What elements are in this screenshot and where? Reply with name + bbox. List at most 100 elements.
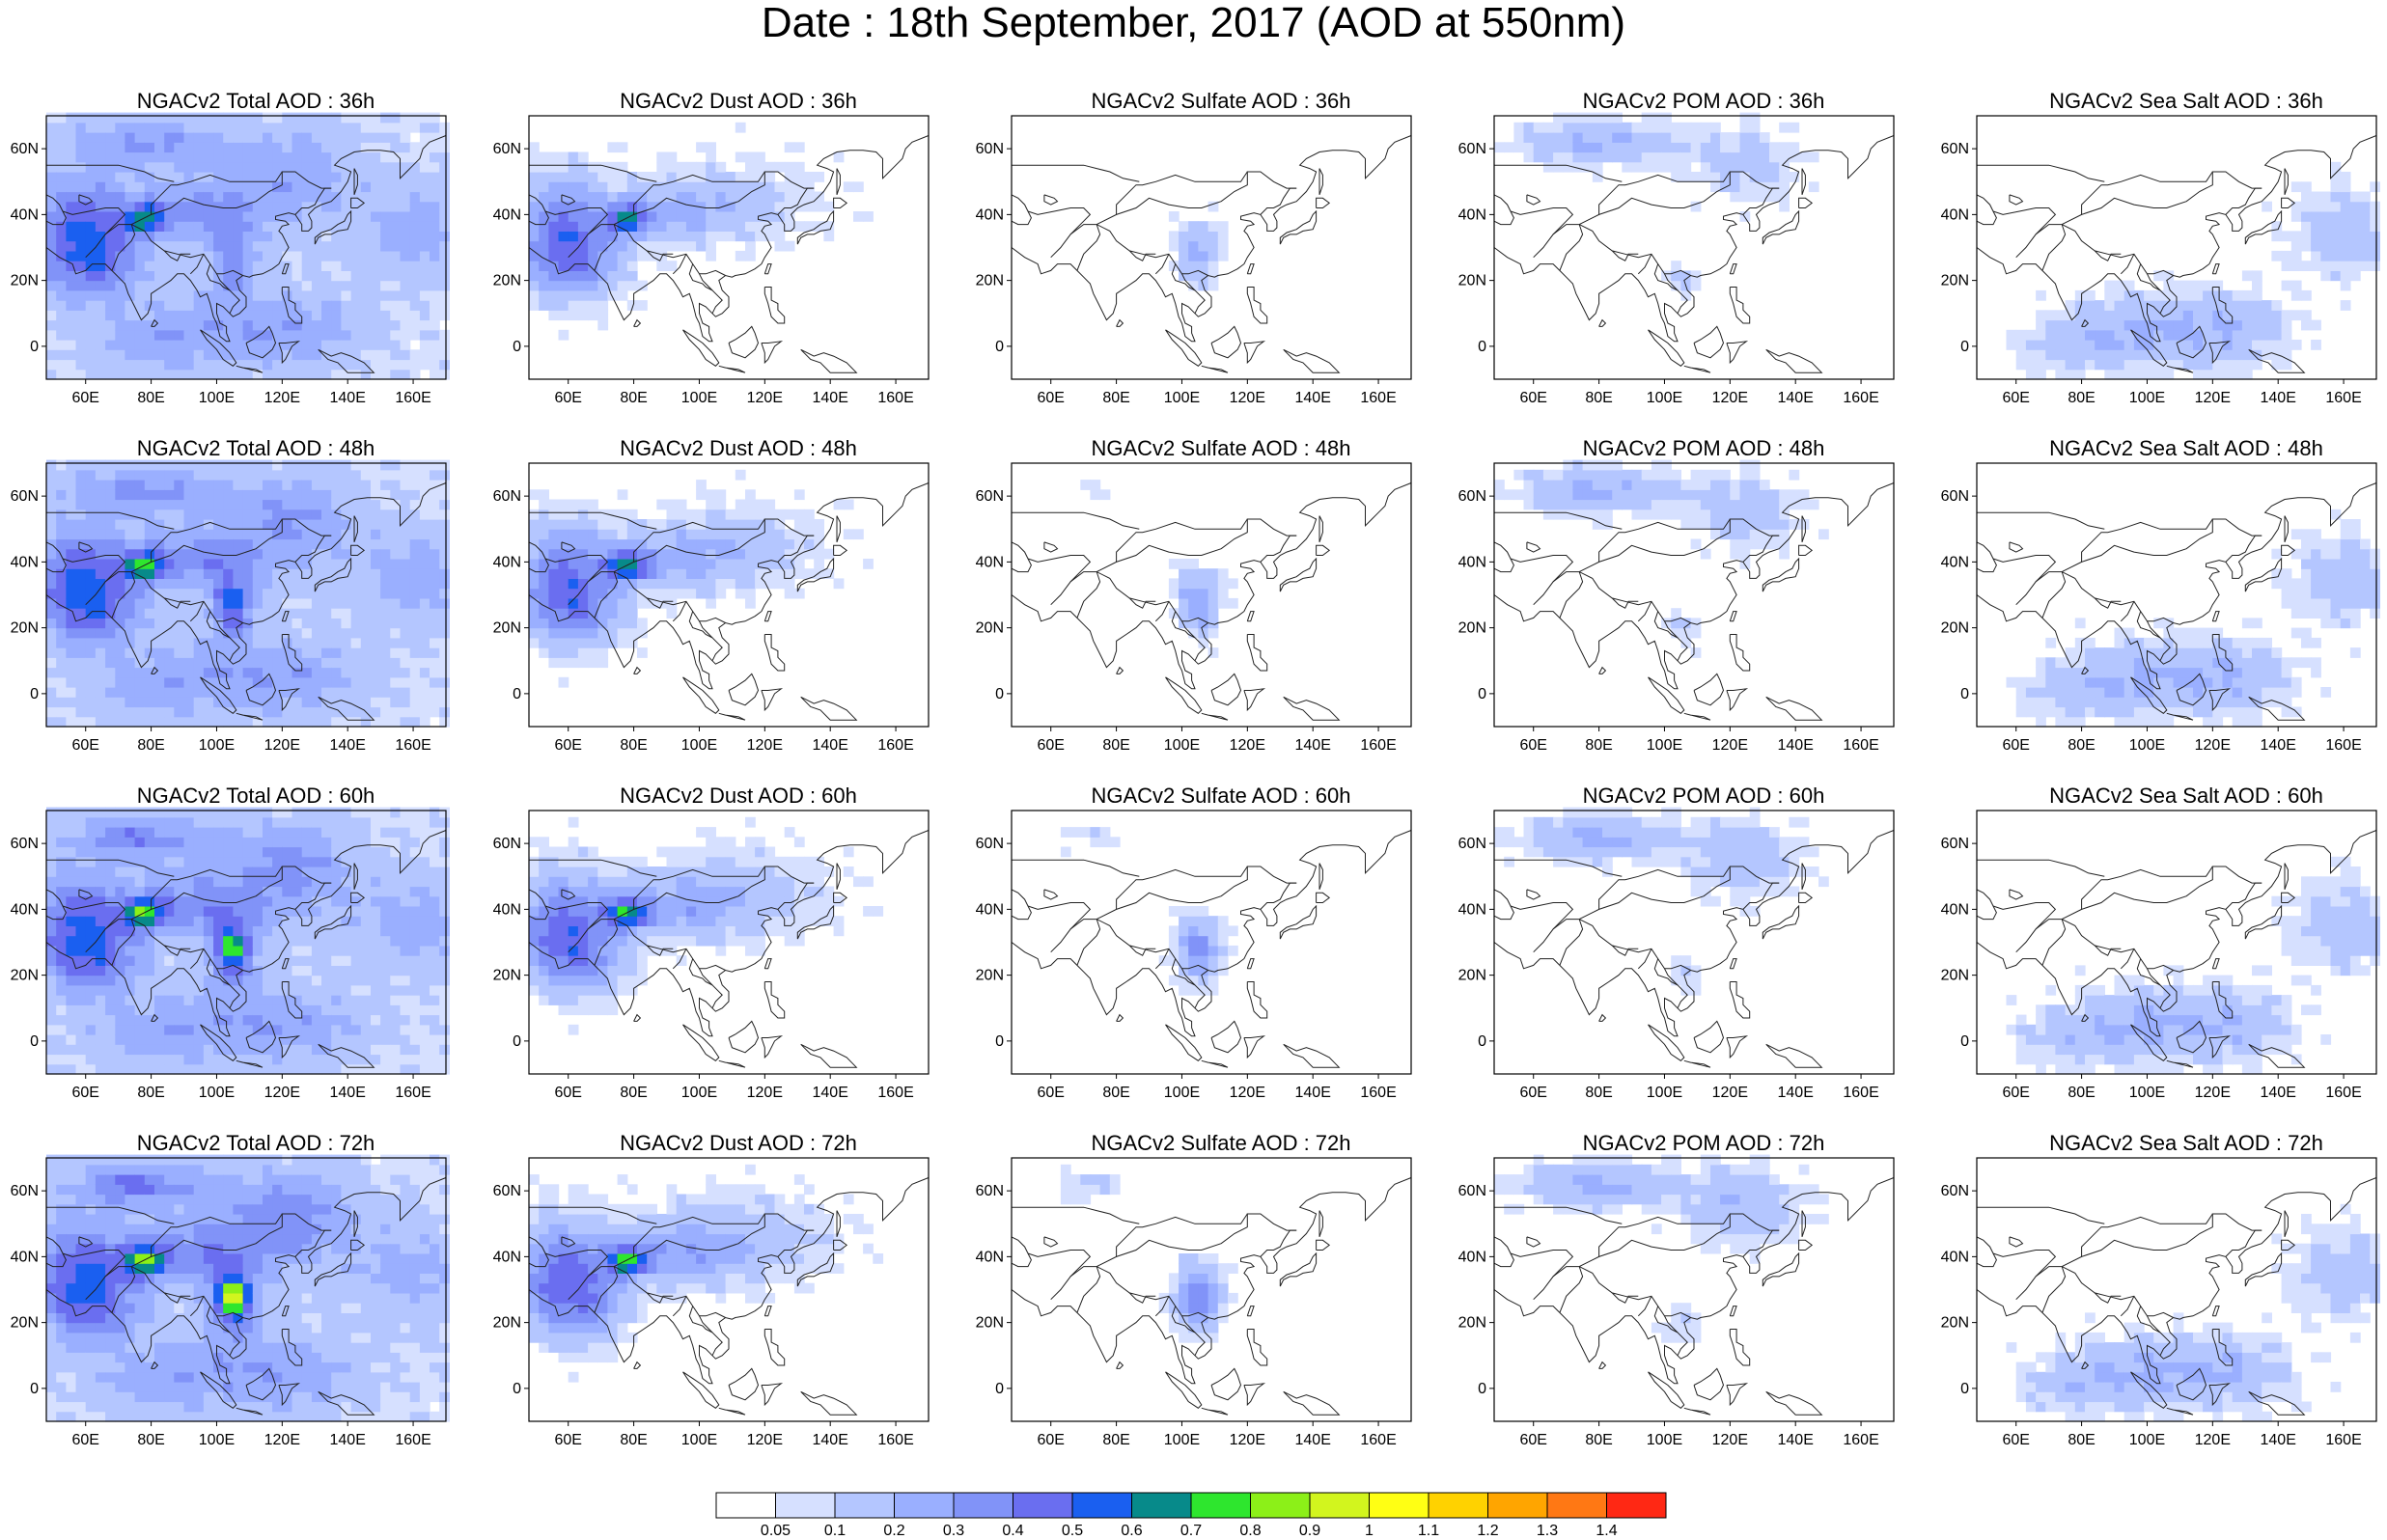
y-tick-label: 60N — [1941, 141, 1969, 157]
y-tick-label: 20N — [11, 968, 39, 984]
aod-map: 60E 80E 100E 120E 140E 160E 60N 40N 20N 0 — [976, 1157, 1412, 1448]
panel-title: NGACv2 Total AOD : 48h — [136, 436, 375, 460]
panel-title: NGACv2 Sulfate AOD : 36h — [1091, 89, 1351, 113]
colorbar-label: 0.3 — [943, 1523, 964, 1537]
y-tick-label: 0 — [1478, 339, 1486, 355]
x-tick-label: 120E — [1712, 1432, 1748, 1448]
map-frame — [528, 810, 930, 1075]
coastline — [1976, 482, 2377, 721]
panel-title: NGACv2 Sulfate AOD : 60h — [1091, 784, 1351, 808]
y-tick-label: 60N — [11, 488, 39, 505]
aod-map: 60E 80E 100E 120E 140E 160E 60N 40N 20N 0 — [493, 115, 930, 406]
x-tick-label: 80E — [620, 390, 647, 406]
colorbar-swatch — [894, 1492, 955, 1519]
y-tick-label: 20N — [493, 273, 521, 289]
coastline — [528, 482, 930, 721]
x-tick-label: 160E — [395, 390, 430, 406]
x-tick-label: 80E — [1585, 1085, 1612, 1101]
y-tick-label: 40N — [1941, 206, 1969, 223]
map-panel: NGACv2 Sea Salt AOD : 60h 60E 80E 100E 120E 1… — [1941, 784, 2387, 1102]
panel-title: NGACv2 Dust AOD : 36h — [620, 89, 857, 113]
y-tick-label: 40N — [493, 901, 521, 918]
y-tick-label: 0 — [1478, 686, 1486, 702]
colorbar-swatch — [1071, 1492, 1132, 1519]
x-tick-label: 60E — [1037, 737, 1064, 754]
colorbar-label: 0.1 — [824, 1523, 846, 1537]
map-frame — [1011, 810, 1412, 1075]
y-tick-label: 40N — [976, 901, 1004, 918]
colorbar-label: 0.9 — [1299, 1523, 1320, 1537]
map-panel: NGACv2 POM AOD : 72h 60E 80E 100E 120E 140E 16… — [1458, 1131, 1977, 1449]
aod-field — [46, 1154, 450, 1422]
y-tick-label: 20N — [493, 620, 521, 637]
x-tick-label: 160E — [395, 1085, 430, 1101]
aod-field — [2006, 856, 2380, 1075]
x-tick-label: 80E — [1585, 1432, 1612, 1448]
y-tick-label: 0 — [1478, 1381, 1486, 1397]
x-tick-label: 160E — [2325, 1085, 2361, 1101]
x-tick-label: 160E — [1360, 390, 1396, 406]
coastline — [1976, 830, 2377, 1068]
page-title: Date : 18th September, 2017 (AOD at 550n… — [761, 0, 1626, 46]
aod-field — [1168, 201, 1229, 291]
x-tick-label: 60E — [1519, 390, 1546, 406]
x-tick-label: 60E — [554, 1085, 581, 1101]
y-tick-label: 0 — [513, 686, 521, 702]
map-panel: NGACv2 POM AOD : 48h 60E 80E 100E 120E 140E 16… — [1458, 436, 1977, 755]
aod-map: 60E 80E 100E 120E 140E 160E 60N 40N 20N 0 — [11, 1154, 450, 1448]
aod-field — [1494, 459, 1829, 658]
x-tick-label: 160E — [1360, 1085, 1396, 1101]
x-tick-label: 160E — [395, 1432, 430, 1448]
y-tick-label: 20N — [1458, 273, 1486, 289]
aod-map: 60E 80E 100E 120E 140E 160E 60N 40N 20N 0 — [11, 112, 450, 406]
x-tick-label: 60E — [2002, 737, 2029, 754]
colorbar-label: 0.05 — [761, 1523, 791, 1537]
aod-field — [1080, 480, 1238, 658]
x-tick-label: 160E — [1843, 1432, 1878, 1448]
x-tick-label: 120E — [1230, 390, 1265, 406]
x-tick-label: 120E — [1712, 737, 1748, 754]
aod-map: 60E 80E 100E 120E 140E 160E 60N 40N 20N 0 — [1941, 810, 2380, 1101]
x-tick-label: 60E — [1037, 390, 1064, 406]
x-tick-label: 60E — [554, 1432, 581, 1448]
aod-map: 60E 80E 100E 120E 140E 160E 60N 40N 20N 0 — [1458, 1154, 1895, 1448]
colorbar-swatch — [1428, 1492, 1488, 1519]
x-tick-label: 80E — [1102, 1085, 1129, 1101]
coastline — [45, 482, 447, 721]
x-tick-label: 80E — [137, 1085, 164, 1101]
aod-field — [46, 807, 450, 1075]
x-tick-label: 120E — [264, 737, 300, 754]
aod-map: 60E 80E 100E 120E 140E 160E 60N 40N 20N 0 — [1941, 462, 2380, 754]
aod-field — [1494, 807, 1829, 996]
x-tick-label: 100E — [1647, 1085, 1682, 1101]
map-panel: NGACv2 Sea Salt AOD : 48h 60E 80E 100E 120E 1… — [1941, 436, 2387, 755]
x-tick-label: 60E — [1519, 1432, 1546, 1448]
aod-map: 60E 80E 100E 120E 140E 160E 60N 40N 20N 0 — [976, 115, 1412, 406]
x-tick-label: 60E — [1037, 1432, 1064, 1448]
map-frame — [1976, 810, 2377, 1075]
x-tick-label: 140E — [2261, 737, 2296, 754]
y-tick-label: 20N — [1458, 620, 1486, 637]
colorbar-swatch — [1131, 1492, 1192, 1519]
x-tick-label: 140E — [1295, 390, 1331, 406]
y-tick-label: 60N — [493, 488, 521, 505]
colorbar-label: 1 — [1365, 1523, 1374, 1537]
map-frame — [1493, 115, 1895, 380]
coastline — [1493, 482, 1895, 721]
coastline — [1011, 482, 1412, 721]
x-tick-label: 140E — [1778, 1085, 1814, 1101]
y-tick-label: 0 — [513, 339, 521, 355]
panel-title: NGACv2 Sea Salt AOD : 60h — [2049, 784, 2323, 808]
coastline — [1976, 1177, 2377, 1416]
aod-map: 60E 80E 100E 120E 140E 160E 60N 40N 20N 0 — [976, 810, 1412, 1101]
map-panel: NGACv2 Dust AOD : 72h 60E 80E 100E 120E 140E 1… — [493, 1131, 1012, 1449]
y-tick-label: 40N — [11, 554, 39, 570]
aod-field — [529, 816, 884, 1035]
x-tick-label: 80E — [620, 737, 647, 754]
x-tick-label: 60E — [71, 737, 98, 754]
colorbar-label: 0.6 — [1121, 1523, 1142, 1537]
colorbar-swatch — [1546, 1492, 1607, 1519]
map-panel: NGACv2 Sea Salt AOD : 72h 60E 80E 100E 120E 1… — [1941, 1131, 2387, 1449]
x-tick-label: 60E — [1519, 1085, 1546, 1101]
colorbar-label: 0.2 — [883, 1523, 904, 1537]
